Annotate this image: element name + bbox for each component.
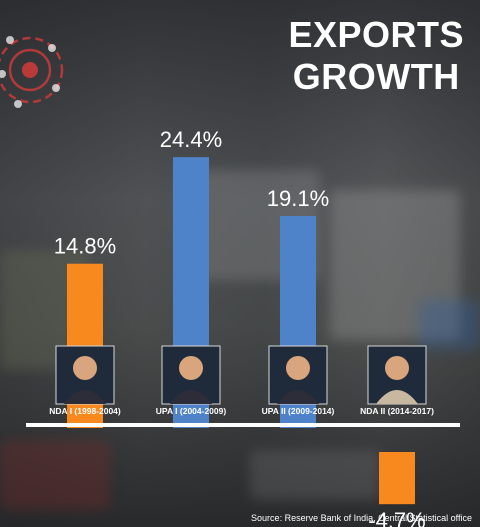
title-line-1: EXPORTS xyxy=(288,14,464,55)
category-label-1: NDA I (1998-2004) xyxy=(49,406,121,416)
portrait-icon-4 xyxy=(385,356,409,380)
category-label-4: NDA II (2014-2017) xyxy=(360,406,434,416)
portrait-body-2 xyxy=(170,390,212,404)
title-line-2: GROWTH xyxy=(292,56,460,97)
category-label-3: UPA II (2009-2014) xyxy=(262,406,335,416)
value-label-2: 24.4% xyxy=(160,127,222,152)
value-label-3: 19.1% xyxy=(267,186,329,211)
portrait-icon-3 xyxy=(286,356,310,380)
value-label-4: -4.7% xyxy=(368,508,425,527)
portrait-body-3 xyxy=(277,390,319,404)
portrait-icon-1 xyxy=(73,356,97,380)
chart-title: EXPORTS GROWTH xyxy=(288,14,464,98)
portrait-icon-2 xyxy=(179,356,203,380)
category-label-2: UPA I (2004-2009) xyxy=(156,406,227,416)
source-note: Source: Reserve Bank of India, Central S… xyxy=(251,513,472,523)
baseline-axis xyxy=(26,423,460,427)
bar-4 xyxy=(379,452,415,505)
portrait-body-4 xyxy=(376,390,418,404)
portrait-body-1 xyxy=(64,390,106,404)
value-label-1: 14.8% xyxy=(54,234,116,259)
gear-collage-icon xyxy=(0,36,64,108)
